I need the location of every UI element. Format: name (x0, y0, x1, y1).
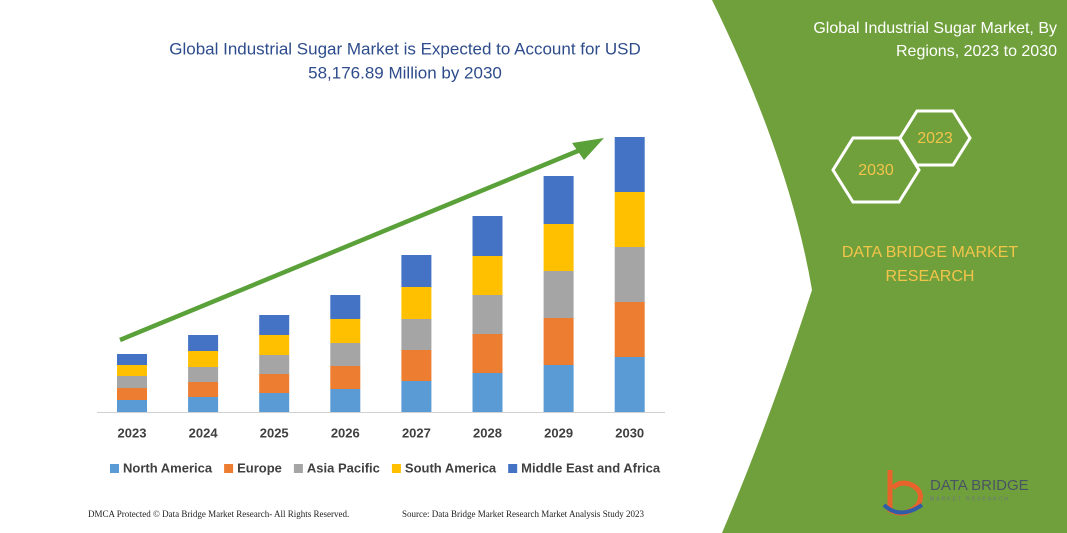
bar-segment (472, 295, 503, 334)
bar-segment (330, 319, 361, 343)
logo-mark (882, 503, 924, 515)
bar-segment (614, 302, 645, 357)
x-tick-label: 2023 (118, 425, 147, 440)
bar-segment (117, 376, 147, 388)
footer-left: DMCA Protected © Data Bridge Market Rese… (88, 509, 349, 519)
legend-swatch (508, 464, 518, 473)
bars: 2023 2024 2025 2026 2027 2028 2029 2030 (117, 137, 645, 440)
legend-label: Middle East and Africa (521, 460, 661, 475)
legend-swatch (224, 464, 234, 473)
x-tick-label: 2026 (331, 425, 360, 440)
bar-segment (259, 355, 290, 374)
bar-segment (188, 335, 219, 351)
brand-text: DATA BRIDGE MARKET (842, 244, 1019, 261)
bar-segment (188, 382, 219, 397)
x-tick-label: 2024 (189, 425, 219, 440)
bar-segment (117, 388, 147, 400)
logo-icon (882, 470, 924, 516)
bar-segment (614, 192, 645, 247)
chart-title: 58,176.89 Million by 2030 (308, 63, 502, 82)
logo-name: DATA BRIDGE (930, 477, 1029, 494)
bar-segment (259, 393, 290, 412)
legend-label: South America (405, 460, 497, 475)
bar-segment (401, 350, 432, 381)
bar-segment (543, 271, 574, 318)
bar-segment (117, 365, 147, 376)
bar-segment (401, 287, 432, 319)
hexagon (831, 136, 921, 204)
panel-title: Global Industrial Sugar Market, By (813, 20, 1057, 37)
bar-segment (472, 334, 503, 373)
bar-segment (543, 176, 574, 224)
bar-segment (614, 357, 645, 412)
logo-tagline: MARKET RESEARCH (930, 496, 1010, 502)
bar-segment (543, 365, 574, 412)
bar-segment (401, 319, 432, 350)
x-tick-label: 2029 (544, 425, 573, 440)
bar-segment (330, 389, 361, 412)
hex-label: 2030 (858, 162, 894, 179)
footer-right: Source: Data Bridge Market Research Mark… (402, 509, 644, 519)
chart-title: Global Industrial Sugar Market is Expect… (169, 39, 641, 58)
bar-segment (614, 137, 645, 192)
bar-segment (543, 318, 574, 365)
x-tick-label: 2028 (473, 425, 502, 440)
legend-swatch (391, 464, 401, 473)
x-tick-label: 2025 (260, 425, 289, 440)
x-tick-label: 2027 (402, 425, 431, 440)
bar-segment (330, 343, 361, 366)
legend-label: Europe (237, 460, 282, 475)
bar-segment (401, 381, 432, 412)
legend-label: Asia Pacific (307, 460, 380, 475)
legend: North America Europe Asia Pacific South Ame… (110, 460, 661, 475)
bar-segment (188, 351, 219, 367)
bar-segment (188, 367, 219, 382)
bar-segment (330, 366, 361, 389)
bar-segment (188, 397, 219, 412)
trend-arrow (119, 145, 586, 343)
legend-swatch (293, 464, 303, 473)
panel-title: Regions, 2023 to 2030 (896, 43, 1057, 60)
brand-text: RESEARCH (886, 268, 975, 285)
bar-segment (472, 216, 503, 256)
arrow-head (572, 138, 604, 160)
bar-segment (401, 255, 432, 287)
bar-segment (614, 247, 645, 302)
bar-segment (259, 335, 290, 355)
bar-segment (472, 373, 503, 412)
bar-segment (117, 354, 147, 365)
bar-segment (543, 224, 574, 271)
legend-swatch (110, 464, 119, 473)
hex-label: 2023 (917, 130, 953, 147)
bar-segment (472, 256, 503, 295)
x-tick-label: 2030 (615, 425, 644, 440)
bar-segment (259, 315, 290, 335)
bar-segment (259, 374, 290, 393)
bar-segment (330, 295, 361, 319)
green-panel (712, 0, 1067, 533)
bar-segment (117, 400, 147, 412)
legend-label: North America (123, 460, 213, 475)
